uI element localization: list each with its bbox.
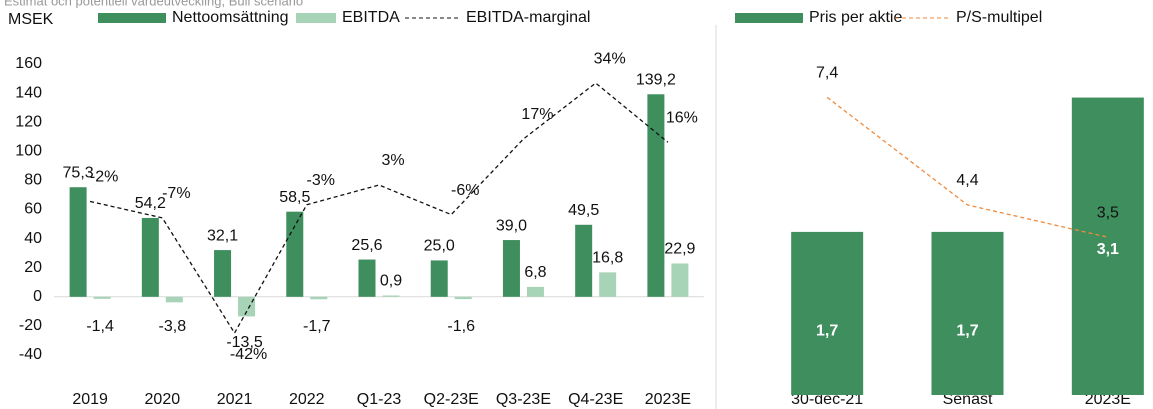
bar <box>382 295 400 297</box>
line <box>826 96 1108 238</box>
data-label: 1,7 <box>816 323 838 340</box>
bar <box>454 296 472 300</box>
bar <box>575 224 593 297</box>
bar <box>647 94 665 297</box>
data-label: 54,2 <box>135 195 166 212</box>
y-tick-label: 60 <box>24 201 42 218</box>
data-label: 4,4 <box>956 172 978 189</box>
y-tick-label: 20 <box>24 259 42 276</box>
data-label: 6,8 <box>524 264 546 281</box>
x-tick-label: Senast <box>943 391 993 408</box>
data-label: 16% <box>666 109 698 126</box>
data-label: 7,4 <box>816 65 838 82</box>
y-tick-label: 80 <box>24 172 42 189</box>
y-tick-label: -40 <box>19 346 42 363</box>
data-label: 0,9 <box>380 273 402 290</box>
y-tick-label: -20 <box>19 317 42 334</box>
data-label: -6% <box>451 182 479 199</box>
y-tick-label: 100 <box>15 143 42 160</box>
data-label: 3% <box>381 152 404 169</box>
legend-swatch <box>98 13 166 23</box>
x-tick-label: 2019 <box>72 391 108 408</box>
bar <box>931 231 1004 395</box>
data-label: 17% <box>521 106 553 123</box>
x-tick-label: Q4-23E <box>568 391 623 408</box>
legend-swatch <box>296 13 336 23</box>
y-axis-label: MSEK <box>8 11 54 28</box>
y-tick-label: 40 <box>24 230 42 247</box>
x-tick-label: 2023E <box>1085 391 1131 408</box>
x-tick-label: Q2-23E <box>424 391 479 408</box>
x-tick-label: 2023E <box>645 391 691 408</box>
data-label: 25,6 <box>351 237 382 254</box>
data-label: 139,2 <box>636 71 676 88</box>
data-label: -1,7 <box>303 318 331 335</box>
x-tick-label: Q3-23E <box>496 391 551 408</box>
bar <box>430 260 448 297</box>
line <box>89 82 669 335</box>
bar <box>1071 97 1144 395</box>
data-label: 1,7 <box>956 323 978 340</box>
x-tick-label: 2022 <box>289 391 325 408</box>
y-tick-label: 140 <box>15 84 42 101</box>
y-tick-label: 160 <box>15 55 42 72</box>
y-tick-label: 120 <box>15 113 42 130</box>
legend-swatch <box>735 13 803 23</box>
data-label: 58,5 <box>279 189 310 206</box>
data-label: -3% <box>307 172 335 189</box>
data-label: 34% <box>594 50 626 67</box>
x-tick-label: 2020 <box>145 391 181 408</box>
bar <box>93 296 111 299</box>
bar <box>526 286 544 297</box>
x-tick-label: 30-dec-21 <box>791 391 863 408</box>
bar <box>502 240 520 297</box>
bar <box>214 250 232 297</box>
bar <box>599 272 617 297</box>
legend-label: P/S-multipel <box>956 9 1042 26</box>
data-label: 25,0 <box>424 238 455 255</box>
y-tick-label: 0 <box>33 288 42 305</box>
data-label: 32,1 <box>207 227 238 244</box>
data-label: -1,6 <box>447 318 475 335</box>
data-label: 22,9 <box>664 241 695 258</box>
legend-label: Pris per aktie <box>809 9 902 26</box>
data-label: -7% <box>162 185 190 202</box>
x-tick-label: Q1-23 <box>357 391 402 408</box>
bar <box>141 217 159 297</box>
data-label: -2% <box>90 169 118 186</box>
data-label: 16,8 <box>592 250 623 267</box>
data-label: 3,1 <box>1097 241 1119 258</box>
data-label: 49,5 <box>568 202 599 219</box>
data-label: -1,4 <box>86 318 114 335</box>
chart-title: Estimat och potentiell värdeutveckling, … <box>4 0 303 8</box>
x-tick-label: 2021 <box>217 391 253 408</box>
bar <box>286 211 304 297</box>
bar <box>238 296 256 317</box>
legend-label: Nettoomsättning <box>172 9 289 26</box>
bar <box>791 231 864 395</box>
bar <box>69 187 87 297</box>
data-label: 75,3 <box>63 164 94 181</box>
legend-label: EBITDA <box>342 9 400 26</box>
data-label: -42% <box>230 346 267 363</box>
data-label: 39,0 <box>496 217 527 234</box>
data-label: -13,5 <box>226 334 263 351</box>
data-label: 3,5 <box>1097 204 1119 221</box>
bar <box>671 263 689 297</box>
bar <box>358 259 376 297</box>
data-label: -3,8 <box>159 318 187 335</box>
bar <box>310 296 328 300</box>
legend-label: EBITDA-marginal <box>466 9 590 26</box>
bar <box>165 296 183 303</box>
